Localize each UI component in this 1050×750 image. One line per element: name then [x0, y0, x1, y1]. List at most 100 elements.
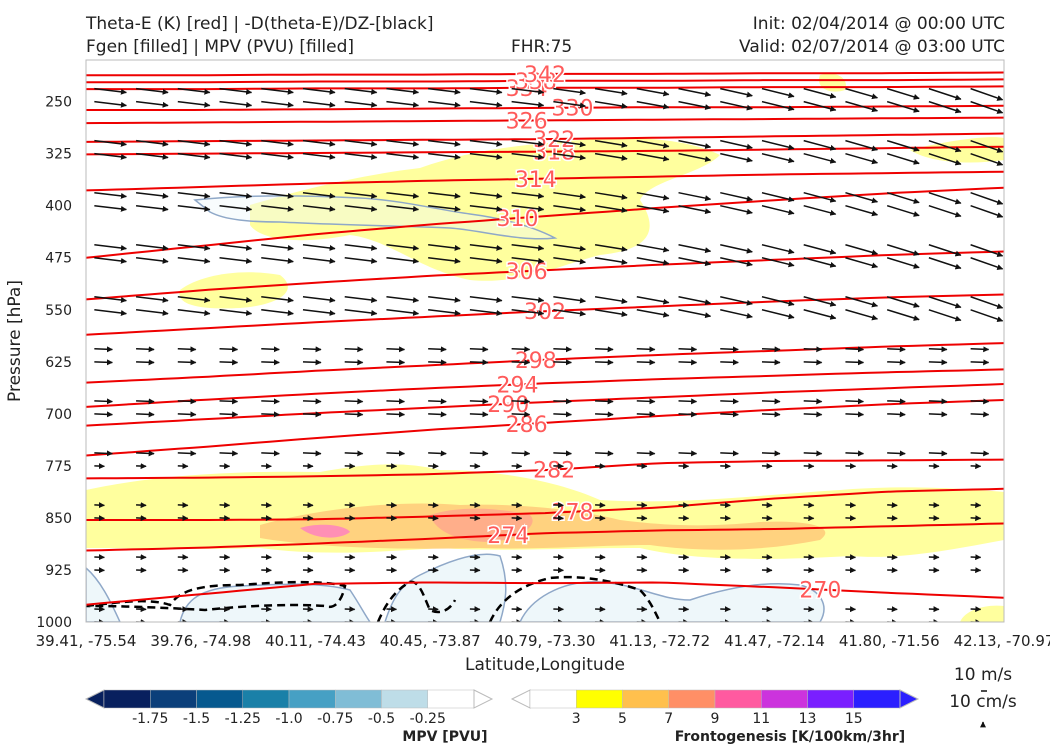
wind-vector: [594, 87, 628, 96]
wind-vector: [302, 411, 322, 418]
colorbar-cell: [196, 689, 243, 709]
x-tick-label: 41.47, -72.14: [724, 632, 825, 650]
wind-vector: [845, 152, 879, 165]
wind-vector: [928, 244, 962, 257]
fgen-region-upper-right: [819, 73, 846, 92]
wind-vector: [386, 309, 420, 316]
wind-vector: [553, 398, 572, 405]
wind-vector: [177, 100, 211, 108]
wind-vector: [803, 346, 823, 353]
colorbar-cell: [288, 689, 336, 709]
wind-vector: [469, 204, 503, 212]
wind-vector: [845, 204, 879, 217]
wind-vector: [886, 204, 920, 217]
y-tick-label: 925: [45, 563, 72, 579]
y-tick-label: 775: [45, 459, 72, 475]
wind-vector: [887, 411, 906, 418]
wind-vector: [845, 87, 879, 100]
wind-vector: [553, 87, 586, 96]
fgen-region-bottom-right: [960, 605, 1004, 622]
wind-vector: [928, 346, 948, 353]
wind-vector: [261, 346, 280, 353]
wind-vector: [595, 450, 614, 457]
wind-vector: [678, 139, 712, 150]
wind-vector: [761, 257, 795, 268]
wind-vector: [553, 411, 572, 418]
wind-vector: [594, 204, 628, 213]
x-tick-label: 40.79, -73.30: [495, 632, 596, 650]
wind-vector: [678, 100, 712, 111]
wind-vector: [970, 346, 990, 353]
wind-vector: [469, 309, 503, 316]
wind-vector: [219, 309, 253, 316]
theta-e-label: 270: [799, 579, 841, 604]
colorbar-cell: [529, 689, 577, 709]
colorbar-tick-label: 9: [711, 711, 720, 727]
wind-vector: [720, 152, 753, 163]
title-right-line-1: Init: 02/04/2014 @ 00:00 UTC: [752, 14, 1005, 34]
wind-vector: [344, 243, 378, 251]
wind-vector: [928, 296, 962, 309]
wind-vector: [886, 191, 920, 204]
wind-vector: [386, 296, 420, 303]
wind-vector: [344, 296, 378, 303]
colorbar-tick-label: -0.75: [317, 711, 353, 727]
wind-vector: [469, 100, 503, 108]
wind-vector: [594, 257, 628, 266]
wind-vector: [803, 152, 837, 164]
wind-vector: [177, 191, 211, 199]
wind-vector: [928, 450, 948, 457]
wind-vector: [261, 296, 294, 303]
wind-vector: [386, 152, 420, 160]
wind-vector: [928, 152, 962, 166]
wind-vector: [302, 296, 336, 303]
wind-vector: [887, 398, 906, 405]
theta-e-contour-318: [86, 145, 1004, 156]
wind-vector: [261, 450, 280, 457]
wind-vector: [970, 191, 1004, 205]
wind-vector: [428, 100, 461, 108]
wind-vector: [970, 450, 990, 457]
wind-vector: [469, 450, 489, 457]
wind-vector: [261, 204, 294, 212]
wind-vector: [177, 139, 211, 147]
wind-vector: [928, 359, 948, 366]
colorbar-tick-label: -1.0: [275, 711, 302, 727]
wind-vector: [636, 450, 656, 457]
wind-vector: [469, 296, 503, 303]
wind-vector: [219, 243, 253, 251]
wind-vector: [803, 411, 823, 418]
theta-e-contour-322: [86, 132, 1004, 143]
wind-vector: [845, 257, 879, 269]
wind-vector: [219, 411, 239, 418]
wind-vector: [887, 359, 906, 366]
wind-vector: [219, 191, 253, 199]
wind-vector: [428, 87, 461, 95]
wind-vector: [511, 359, 531, 366]
wind-vector: [886, 257, 920, 269]
wind-vector: [720, 309, 753, 319]
wind-vector: [302, 87, 336, 95]
wind-vector: [678, 152, 712, 163]
wind-vector: [386, 204, 420, 212]
wind-vector: [177, 87, 211, 95]
wind-vector: [344, 204, 378, 212]
colorbar-cell: [335, 689, 382, 709]
wind-vector: [219, 256, 253, 264]
colorbar-cell: [668, 689, 716, 709]
wind-vector: [261, 139, 294, 147]
wind-vector: [720, 346, 739, 353]
wind-vector: [511, 243, 545, 251]
wind-vector: [428, 296, 461, 303]
wind-vector: [636, 359, 656, 366]
theta-e-contour-278: [86, 487, 1004, 521]
plot-frame: [85, 59, 1005, 623]
wind-vector: [94, 346, 113, 353]
wind-vector: [970, 100, 1004, 114]
wind-vector: [302, 100, 336, 108]
wind-vector: [177, 450, 197, 457]
wind-vector: [261, 243, 294, 251]
dthetae-contour-2: [376, 580, 457, 622]
colorbar-tick-label: 3: [572, 711, 581, 727]
